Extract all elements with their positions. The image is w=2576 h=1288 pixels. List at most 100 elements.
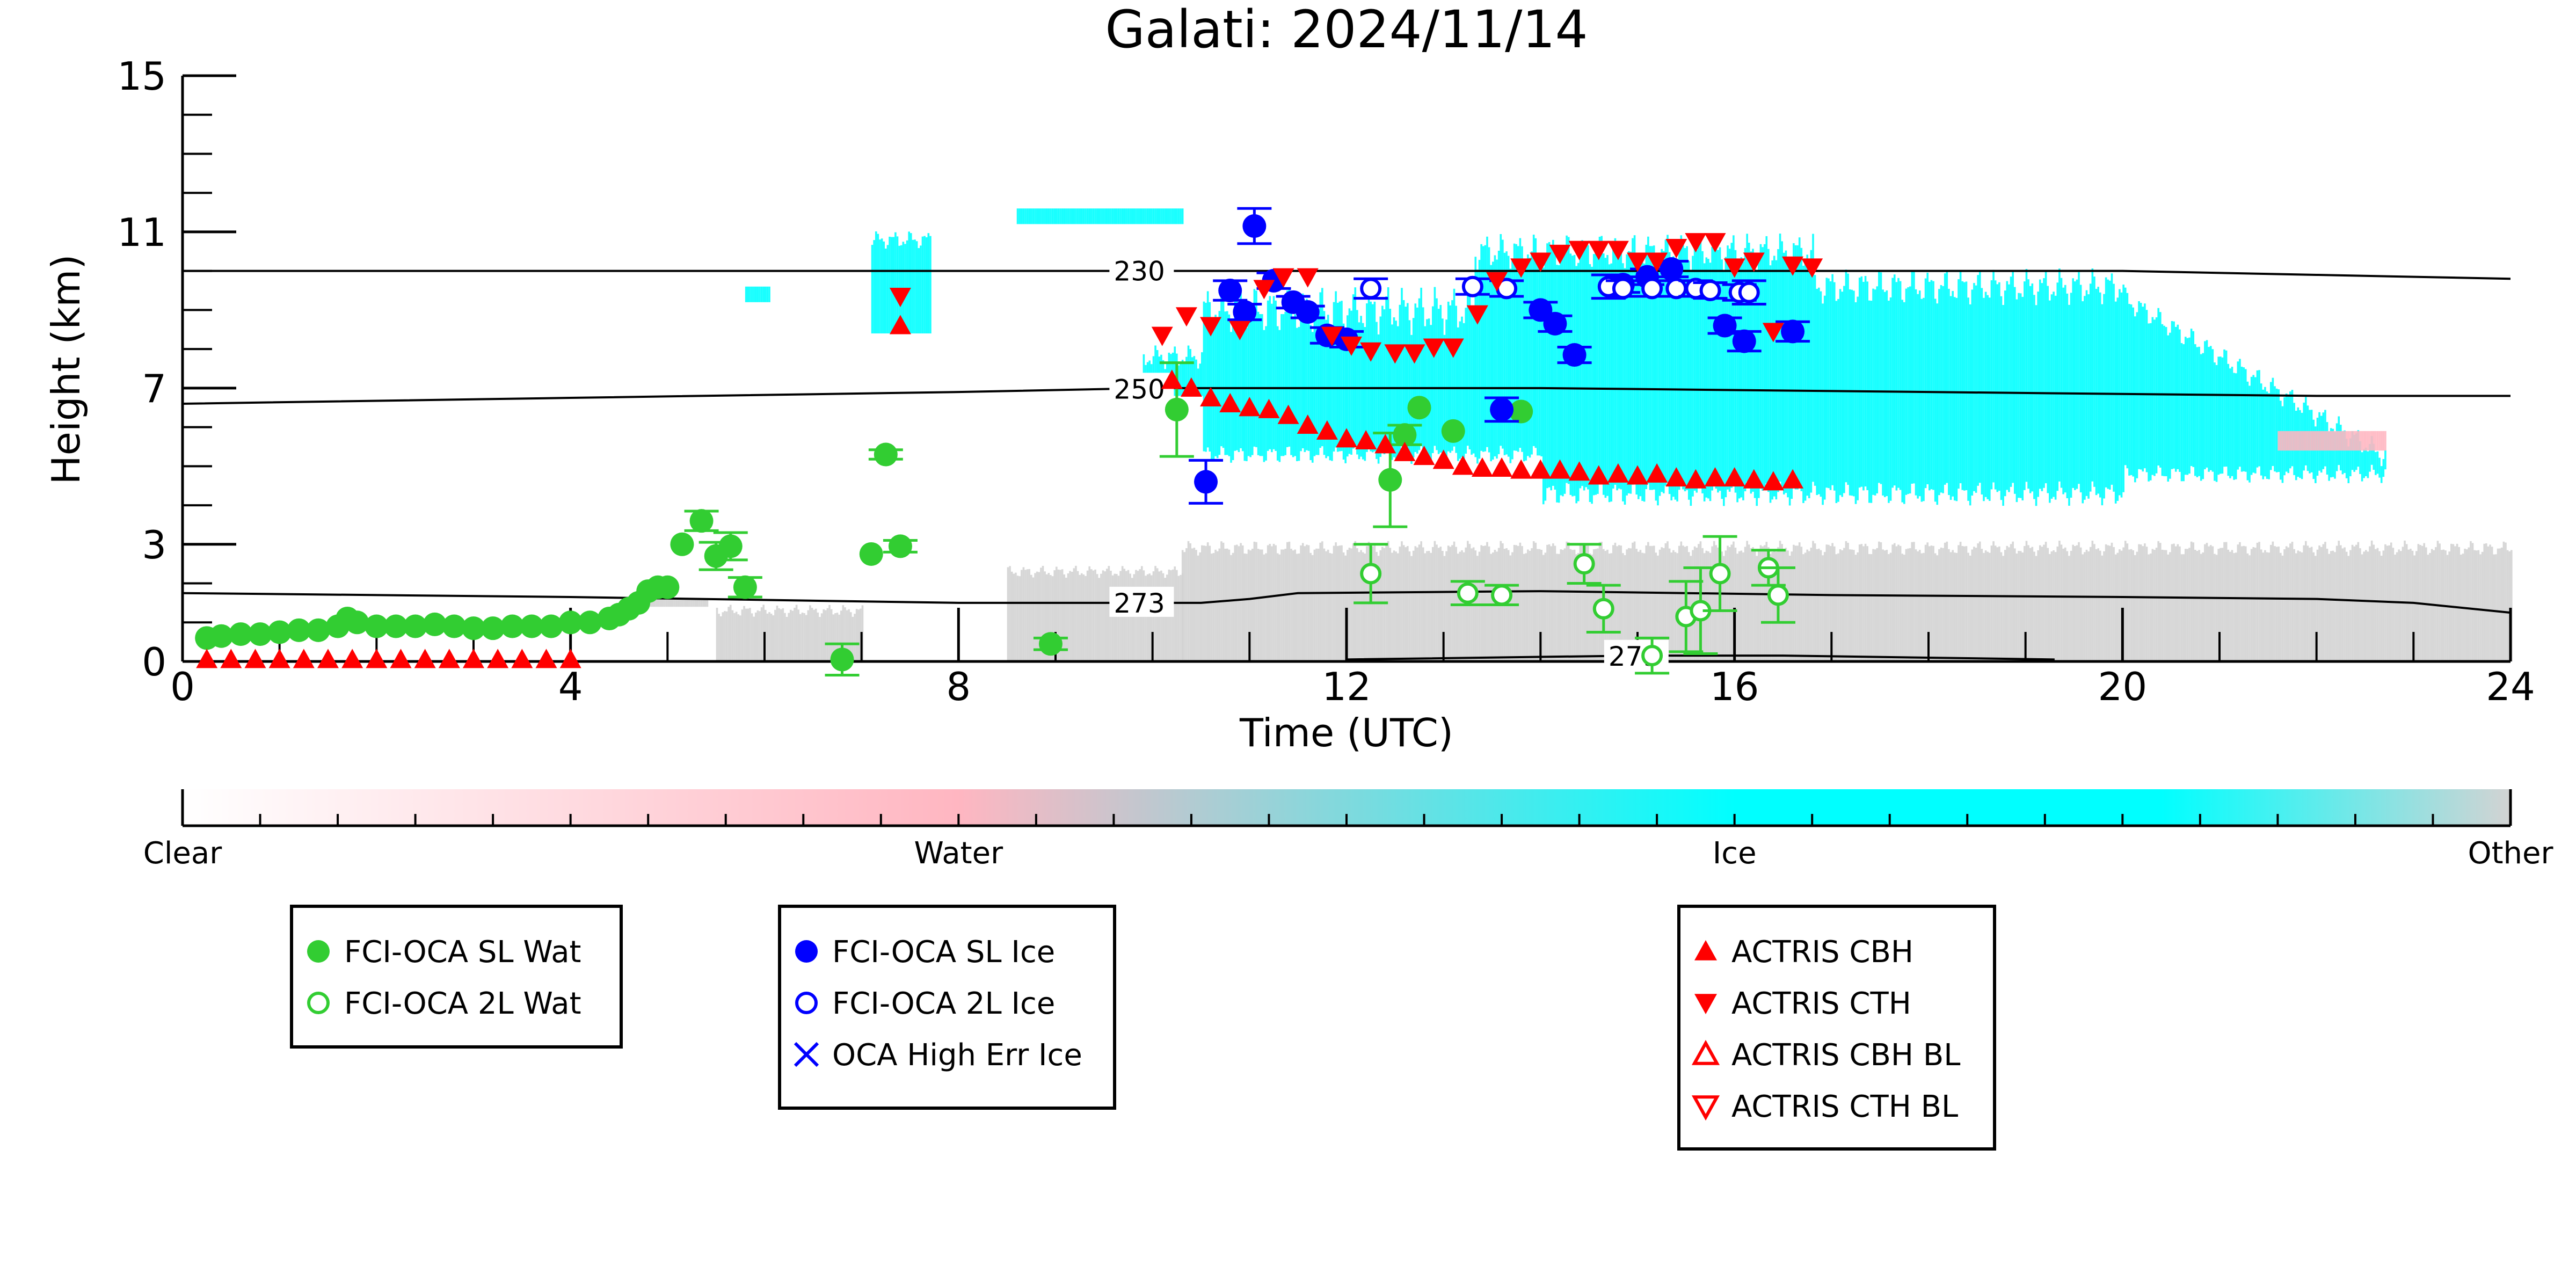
data-point [1360,278,1382,300]
curtain-column [1825,278,1828,488]
curtain-column [2165,327,2167,476]
curtain-column [1791,259,1793,499]
curtain-column [2410,549,2412,661]
curtain-column [1674,552,1677,661]
curtain-column [2349,431,2352,451]
curtain-column [1246,554,1248,661]
curtain-column [2058,268,2061,482]
curtain-column [1366,303,1368,452]
curtain-column [1191,548,1194,661]
curtain-column [2254,548,2257,661]
curtain-column [1783,252,1785,494]
curtain-column [2378,431,2381,451]
curtain-column [1963,282,1966,491]
curtain-column [1888,554,1890,661]
curtain-column [1680,235,1683,483]
curtain-column [2093,544,2095,661]
curtain-column [650,599,652,607]
curtain-column [2289,543,2291,661]
curtain-column [1376,552,1378,661]
curtain-column [1622,553,1624,661]
x-tick-label: 0 [170,664,195,709]
curtain-column [772,615,775,661]
curtain-column [2019,293,2022,498]
curtain-column [1548,242,1551,487]
curtain-column [2367,551,2369,661]
y-tick-label: 0 [142,639,166,685]
data-point [558,610,583,635]
curtain-column [799,614,802,661]
curtain-column [1876,548,1879,661]
curtain-column [2163,550,2165,661]
curtain-column [2078,542,2080,661]
curtain-column [912,239,914,334]
curtain-column [1546,243,1548,489]
curtain-column [1544,262,1547,501]
curtain-column [1658,549,1661,661]
curtain-column [1306,299,1308,450]
curtain-column [1946,541,1948,661]
curtain-column [1632,238,1634,485]
curtain-column [2330,428,2332,478]
curtain-column [1620,545,1622,661]
curtain-column [1197,555,1199,661]
curtain-column [1687,260,1690,500]
curtain-column [1715,545,1718,661]
curtain-column [1265,326,1267,461]
curtain-column [789,609,792,661]
curtain-column [1135,208,1137,224]
curtain-column [1026,208,1029,224]
curtain-column [1558,554,1560,661]
curtain-column [1913,271,1915,484]
curtain-column [2211,546,2214,661]
curtain-column [1967,297,1969,501]
curtain-column [1903,302,1905,504]
curtain-column [1073,208,1075,224]
curtain-column [1338,301,1341,452]
curtain-column [1585,544,1588,661]
data-point [1723,467,1745,487]
curtain-column [881,238,883,334]
curtain-column [2060,544,2063,661]
curtain-column [2103,294,2105,499]
curtain-column [2186,549,2189,661]
curtain-column [894,232,897,334]
curtain-column [1042,208,1044,224]
curtain-column [1981,549,1983,661]
series-fci-oca-2l-wat [1354,535,1795,675]
curtain-column [2355,431,2357,451]
curtain-column [1858,278,1861,488]
curtain-column [2233,553,2235,661]
curtain-column [1061,569,1064,661]
curtain-column [1829,281,1832,490]
curtain-column [1418,544,1421,661]
curtain-column [1020,570,1023,661]
curtain-column [671,599,674,607]
curtain-column [2258,542,2260,661]
curtain-column [1352,543,1355,661]
curtain-column [1195,550,1197,661]
isotherm-label: 250 [1114,374,1165,405]
curtain-column [1389,548,1392,661]
curtain-column [2177,544,2179,661]
curtain-column [1998,282,2000,491]
curtain-column [1779,234,1781,482]
curtain-column [1177,208,1180,224]
data-point [365,614,389,638]
curtain-column [2041,547,2043,661]
curtain-column [2220,356,2222,474]
curtain-column [2396,552,2398,661]
curtain-column [2076,279,2078,489]
curtain-column [1942,548,1944,661]
curtain-column [1763,545,1766,661]
curtain-column [1961,545,1964,661]
curtain-column [1635,253,1638,495]
data-point [1723,258,1745,278]
curtain-column [1682,245,1684,490]
curtain-column [2029,548,2032,661]
curtain-column [2285,546,2288,661]
curtain-column [1181,208,1184,224]
curtain-column [1449,305,1452,453]
curtain-column [1841,550,1844,661]
curtain-column [2275,388,2278,472]
